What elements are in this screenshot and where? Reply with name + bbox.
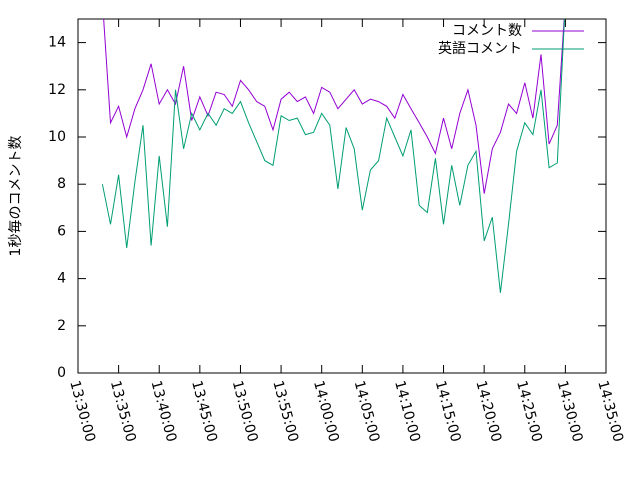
y-tick-label: 12: [48, 82, 66, 98]
y-tick-label: 10: [48, 129, 66, 145]
y-tick-label: 4: [57, 271, 66, 287]
x-tick-label: 13:50:00: [229, 379, 261, 444]
x-tick-label: 13:40:00: [148, 379, 180, 444]
x-tick-label: 14:30:00: [554, 379, 586, 444]
y-tick-label: 2: [57, 318, 66, 334]
y-tick-label: 8: [57, 176, 66, 192]
x-tick-label: 13:30:00: [66, 379, 98, 444]
x-tick-label: 14:05:00: [351, 379, 383, 444]
plot-frame: [77, 18, 607, 374]
y-tick-label: 0: [57, 365, 66, 381]
plot-area: [101, 19, 565, 293]
x-tick-label: 14:00:00: [310, 379, 342, 444]
x-tick-label: 14:10:00: [391, 379, 423, 444]
x-tick-label: 13:55:00: [269, 379, 301, 444]
series-line: [103, 19, 565, 194]
y-tick-label: 6: [57, 223, 66, 239]
x-tick-label: 14:15:00: [432, 379, 464, 444]
legend-label: コメント数: [452, 23, 522, 39]
x-tick-label: 14:25:00: [513, 379, 545, 444]
legend-label: 英語コメント: [438, 40, 522, 57]
y-tick-label: 14: [48, 35, 66, 51]
x-tick-label: 13:45:00: [188, 379, 220, 444]
x-tick-label: 14:20:00: [472, 379, 504, 444]
x-tick-label: 14:35:00: [594, 379, 626, 444]
x-tick-label: 13:35:00: [107, 379, 139, 444]
series-line: [101, 19, 565, 293]
y-axis-label: 1秒毎のコメント数: [8, 136, 24, 257]
